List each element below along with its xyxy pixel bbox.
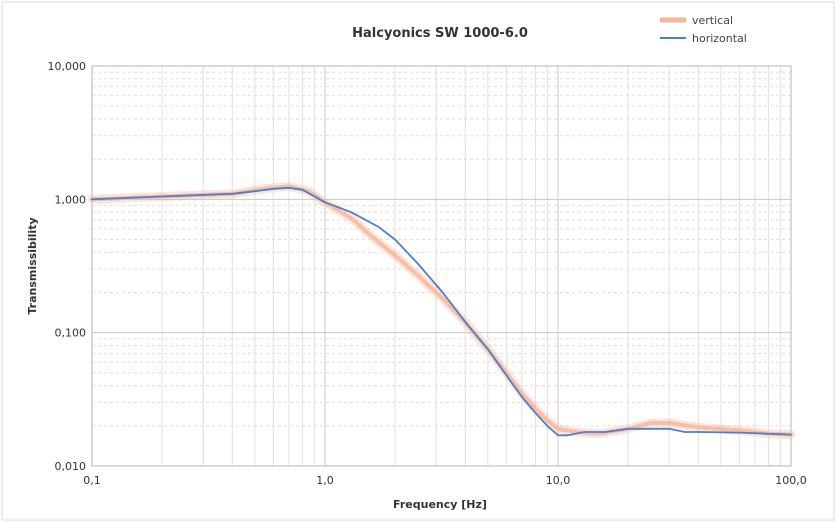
x-axis-label: Frequency [Hz] (393, 498, 487, 511)
x-tick-label: 1,0 (316, 474, 334, 487)
y-tick-label: 0,100 (55, 327, 87, 340)
series-layer (87, 181, 796, 440)
y-tick-label: 10,000 (48, 60, 87, 73)
plot-area-border (91, 65, 792, 467)
chart-title: Halcyonics SW 1000-6.0 (352, 26, 528, 41)
legend-label-horizontal: horizontal (692, 32, 747, 45)
series-line-horizontal (91, 186, 792, 437)
x-tick-label: 0,1 (83, 474, 101, 487)
y-tick-label: 0,010 (55, 460, 87, 473)
legend-label-vertical: vertical (692, 14, 733, 27)
x-tick-label: 10,0 (546, 474, 571, 487)
y-axis-label: Transmissibility (26, 217, 39, 314)
grid (91, 66, 791, 467)
x-tick-label: 100,0 (775, 474, 807, 487)
y-tick-label: 1,000 (55, 193, 87, 206)
tick-labels: 0,1 1,0 10,0 100,0 0,010 0,100 1,000 10,000 (48, 60, 807, 487)
legend: vertical horizontal (660, 14, 747, 45)
